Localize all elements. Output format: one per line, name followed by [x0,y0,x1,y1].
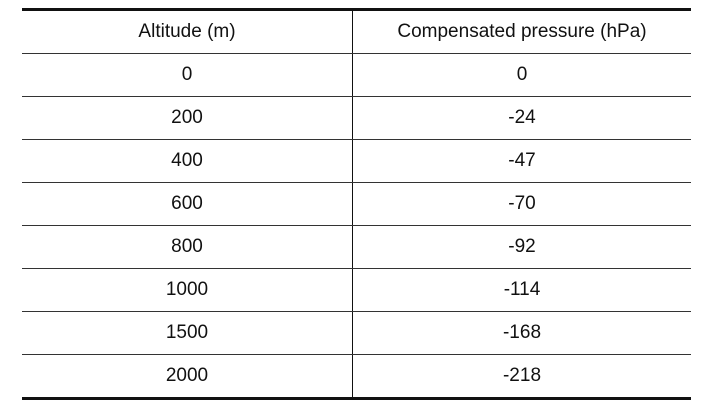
table-row: 200 -24 [22,96,691,140]
table-cell: -47 [352,139,691,183]
table-cell: 2000 [22,354,353,399]
table-row: 400 -47 [22,139,691,183]
header-row: Altitude (m) Compensated pressure (hPa) [22,9,691,54]
table-cell: -24 [352,96,691,140]
table-cell: -168 [352,311,691,355]
table: Altitude (m) Compensated pressure (hPa) … [22,8,691,400]
table-row: 1000 -114 [22,268,691,312]
table-cell: -70 [352,182,691,226]
table-row: 600 -70 [22,182,691,226]
table-row: 800 -92 [22,225,691,269]
table-head: Altitude (m) Compensated pressure (hPa) [22,9,691,54]
table-cell: 800 [22,225,353,269]
table-cell: 1000 [22,268,353,312]
table-cell: 200 [22,96,353,140]
table-cell: -114 [352,268,691,312]
table-row: 2000 -218 [22,354,691,399]
header-cell: Compensated pressure (hPa) [352,9,691,54]
table-container: Altitude (m) Compensated pressure (hPa) … [22,8,691,400]
table-cell: 400 [22,139,353,183]
table-cell: -92 [352,225,691,269]
header-cell: Altitude (m) [22,9,353,54]
table-cell: -218 [502,365,542,386]
table-body: 0 0 200 -24 400 -47 600 -70 800 -92 1000 -114 1500 -1… [22,53,691,399]
table-row: 1500 -168 [22,311,691,355]
table-cell: 0 [352,53,691,97]
table-cell: 0 [22,53,353,97]
table-cell: 600 [22,182,353,226]
table-cell: 1500 [22,311,353,355]
